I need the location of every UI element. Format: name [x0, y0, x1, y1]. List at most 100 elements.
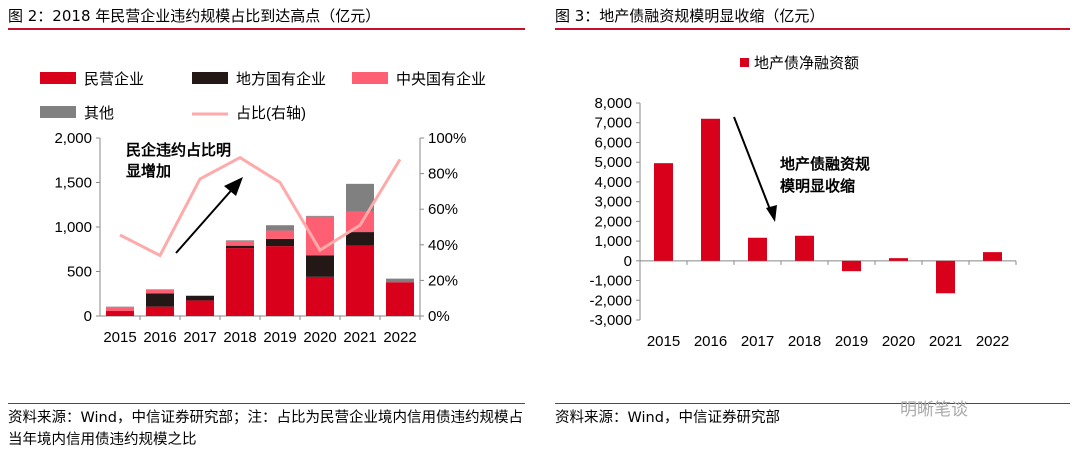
bar-segment: [386, 278, 414, 283]
bar: [701, 118, 720, 261]
bar-segment: [146, 289, 174, 294]
y-tick-label: -1,000: [589, 273, 632, 290]
legend-label: 其他: [84, 105, 114, 122]
y2-tick-label: 80%: [428, 166, 458, 183]
title-divider: [555, 28, 1070, 30]
y-tick-label: 4,000: [594, 174, 632, 191]
y-tick-label: 1,000: [54, 219, 92, 236]
legend-swatch: [740, 58, 749, 67]
bar-segment: [386, 282, 414, 316]
bar-segment: [266, 246, 294, 316]
annotation: 模明显收缩: [780, 177, 855, 195]
x-tick-label: 2021: [929, 333, 962, 350]
stacked-bar-chart: 0 500 1,000 1,500 2,000 0% 20% 40% 60% 80% 100% 201…: [40, 70, 486, 346]
bar: [795, 235, 814, 261]
y-tick-label: 0: [84, 308, 92, 325]
trend-arrow: [175, 184, 237, 254]
legend-label: 占比(右轴): [236, 105, 306, 122]
bar-segment: [226, 240, 254, 242]
bar-segment: [186, 295, 214, 301]
bar-segment: [346, 245, 374, 316]
y-tick-label: 7,000: [594, 115, 632, 132]
y-tick-label: 1,500: [54, 175, 92, 192]
source-note-left: 资料来源：Wind，中信证券研究部；注：占比为民营企业境内信用债违约规模占当年境…: [8, 410, 523, 448]
x-tick-label: 2020: [882, 333, 915, 350]
bar-segment: [226, 241, 254, 246]
bar-segment: [346, 211, 374, 233]
bar-segment: [346, 232, 374, 246]
x-tick-label: 2015: [647, 333, 680, 350]
ratio-line: [119, 155, 402, 258]
net-financing-bar-chart: -3,000 -2,000 -1,000 0 1,000 2,000 3,000 4,000 5…: [589, 55, 1017, 350]
x-tick-label: 2016: [143, 329, 176, 346]
y2-tick-label: 40%: [428, 237, 458, 254]
y-tick-label: 2,000: [594, 213, 632, 230]
bar: [748, 237, 767, 261]
x-tick-label: 2019: [835, 333, 868, 350]
annotation: 民企违约占比明: [126, 141, 231, 159]
y-tick-label: 6,000: [594, 134, 632, 151]
y-tick-label: -3,000: [589, 312, 632, 329]
y-tick-label: 5,000: [594, 154, 632, 171]
title-divider: [8, 28, 525, 30]
y-tick-label: 500: [67, 264, 92, 281]
bar-segment: [106, 307, 134, 312]
y-tick-label: 3,000: [594, 194, 632, 211]
arrow-head-icon: [224, 177, 243, 196]
y2-tick-label: 100%: [428, 130, 466, 147]
bar: [842, 260, 861, 272]
arrow-head-icon: [766, 205, 777, 222]
bar-segment: [146, 306, 174, 316]
legend-swatch: [192, 72, 228, 84]
x-tick-label: 2019: [263, 329, 296, 346]
bar: [936, 260, 955, 294]
source-divider: [555, 403, 1070, 404]
annotation: 地产债融资规: [780, 155, 870, 173]
x-tick-label: 2022: [383, 329, 416, 346]
legend-swatch: [40, 106, 76, 118]
y-tick-label: 1,000: [594, 233, 632, 250]
bar-segment: [226, 248, 254, 316]
source-note-right: 资料来源：Wind，中信证券研究部: [555, 410, 780, 426]
x-tick-label: 2018: [223, 329, 256, 346]
chart-title-right: 图 3：地产债融资规模明显收缩（亿元）: [555, 7, 825, 25]
bar: [889, 258, 908, 261]
source-divider: [8, 403, 525, 404]
bar: [654, 163, 673, 261]
legend-swatch: [40, 72, 76, 84]
legend-label: 中央国有企业: [396, 70, 486, 88]
x-tick-label: 2020: [303, 329, 336, 346]
bar-segment: [306, 255, 334, 277]
bar-segment: [186, 300, 214, 316]
bar-segment: [306, 276, 334, 316]
bar-segment: [266, 225, 294, 231]
x-tick-label: 2021: [343, 329, 376, 346]
watermark: 明晰笔谈: [900, 400, 968, 420]
y2-tick-label: 60%: [428, 201, 458, 218]
x-tick-label: 2017: [183, 329, 216, 346]
annotation: 显增加: [126, 162, 171, 180]
trend-arrow: [733, 116, 772, 213]
bar-segment: [266, 238, 294, 247]
bar-segment: [146, 293, 174, 307]
y-tick-label: -2,000: [589, 292, 632, 309]
legend-label: 地方国有企业: [236, 70, 326, 88]
bar: [983, 252, 1002, 261]
y-tick-label: 2,000: [54, 130, 92, 147]
y2-tick-label: 20%: [428, 272, 458, 289]
x-tick-label: 2016: [694, 333, 727, 350]
x-tick-label: 2022: [976, 333, 1009, 350]
x-tick-label: 2017: [741, 333, 774, 350]
chart-title-left: 图 2：2018 年民营企业违约规模占比到达高点（亿元）: [8, 7, 381, 25]
bar-segment: [266, 230, 294, 239]
legend-label: 地产债净融资额: [754, 55, 859, 72]
bar-segment: [106, 311, 134, 316]
y-tick-label: 0: [624, 253, 632, 270]
legend-swatch: [352, 72, 388, 84]
legend-label: 民营企业: [84, 70, 144, 88]
y2-tick-label: 0%: [428, 308, 450, 325]
bar-segment: [306, 215, 334, 217]
y-tick-label: 8,000: [594, 95, 632, 112]
x-tick-label: 2015: [103, 329, 136, 346]
x-tick-label: 2018: [788, 333, 821, 350]
